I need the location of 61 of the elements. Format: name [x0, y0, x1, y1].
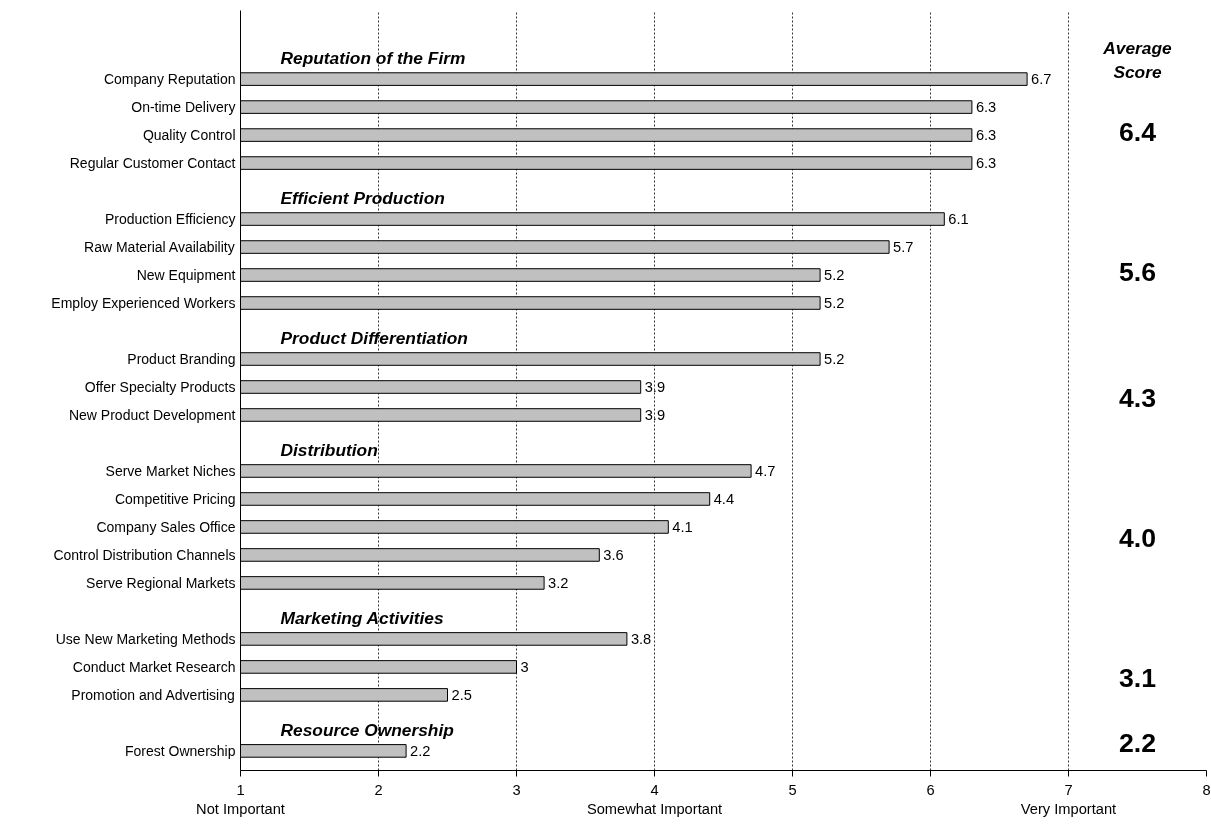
y-tick-label: Raw Material Availability: [84, 239, 235, 256]
y-tick-label: Conduct Market Research: [72, 658, 236, 675]
annotation: 4.0: [1118, 523, 1157, 554]
data-label: 3.9: [644, 406, 666, 423]
annotation: 5.6: [1118, 257, 1157, 288]
x-tick-label: 2: [374, 781, 383, 798]
x-tick-label: 4 Somewhat Important: [586, 781, 723, 817]
data-label: 2.2: [410, 742, 431, 759]
y-tick-label: Quality Control: [142, 127, 236, 144]
y-tick-label: Regular Customer Contact: [69, 155, 236, 172]
annotation: Reputation of the Firm: [280, 48, 466, 69]
data-label: 6.3: [975, 99, 997, 116]
y-tick-label: Serve Market Niches: [105, 462, 236, 479]
annotation: Marketing Activities: [280, 607, 444, 628]
data-label: 5.7: [893, 239, 914, 256]
data-label: 3.9: [644, 379, 666, 395]
annotation: Distribution: [280, 439, 378, 460]
y-tick-label: New Equipment: [136, 267, 236, 284]
y-tick-label: Forest Ownership: [125, 742, 236, 759]
x-tick-label: 5: [788, 781, 797, 798]
data-label: 6.3: [975, 127, 997, 144]
y-tick-label: Employ Experienced Workers: [51, 295, 236, 312]
x-tick-label: 1 Not Important: [196, 781, 285, 817]
y-tick-label: New Product Development: [68, 406, 236, 423]
y-tick-label: Competitive Pricing: [114, 490, 236, 507]
data-label: 3.6: [603, 546, 624, 563]
annotation: 6.4: [1118, 117, 1157, 148]
data-label: 5.2: [824, 295, 845, 312]
y-tick-label: Offer Specialty Products: [84, 379, 236, 395]
y-tick-label: Company Reputation: [103, 71, 236, 88]
data-label: 6.7: [1031, 71, 1052, 88]
annotation: Product Differentiation: [280, 328, 468, 349]
data-label: 2.5: [451, 686, 472, 703]
annotation: Efficient Production: [280, 188, 445, 209]
data-label: 4.7: [755, 462, 776, 479]
y-tick-label: Use New Marketing Methods: [55, 630, 236, 647]
data-label: 4.1: [672, 518, 693, 535]
annotation: Average Score: [1102, 38, 1173, 83]
annotation: Resource Ownership: [280, 719, 455, 740]
y-tick-label: Production Efficiency: [105, 211, 236, 228]
data-label: 4.4: [713, 490, 735, 507]
x-tick-label: 3: [512, 781, 521, 798]
data-label: 6.1: [948, 211, 969, 228]
y-tick-label: Serve Regional Markets: [86, 574, 236, 591]
x-tick-label: 6: [926, 781, 935, 798]
y-tick-label: Product Branding: [127, 351, 236, 368]
x-tick-label: 7 Very Important: [1020, 781, 1117, 817]
y-tick-label: Promotion and Advertising: [71, 686, 235, 703]
annotation: 4.3: [1118, 383, 1157, 414]
y-tick-label: Control Distribution Channels: [53, 546, 236, 563]
annotation: 2.2: [1118, 727, 1157, 758]
data-label: 3.8: [630, 630, 652, 647]
data-label: 3: [520, 658, 529, 675]
y-tick-label: On-time Delivery: [131, 99, 236, 116]
data-label: 6.3: [975, 155, 997, 172]
data-label: 3.2: [548, 574, 569, 591]
annotation: 3.1: [1118, 663, 1157, 694]
data-label: 5.2: [824, 351, 845, 368]
data-label: 5.2: [824, 267, 845, 284]
x-tick-label: 8: [1202, 781, 1211, 798]
y-tick-label: Company Sales Office: [96, 518, 236, 535]
